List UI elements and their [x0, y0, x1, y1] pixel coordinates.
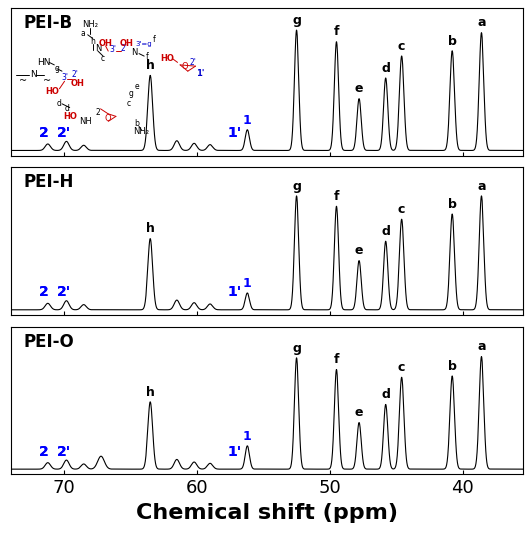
Text: N: N: [131, 48, 137, 57]
Text: c: c: [127, 99, 131, 108]
Text: 3': 3': [110, 45, 117, 54]
Text: d: d: [65, 105, 70, 113]
Text: e: e: [355, 82, 363, 95]
Text: 2': 2': [71, 71, 78, 79]
Text: 2': 2': [56, 126, 71, 140]
Text: HO: HO: [161, 54, 174, 63]
Text: 2': 2': [120, 44, 127, 53]
Text: HO: HO: [63, 112, 77, 121]
Text: 2': 2': [56, 445, 71, 459]
Text: OH: OH: [70, 79, 84, 88]
Text: O: O: [105, 114, 111, 123]
Text: b: b: [448, 34, 457, 47]
Text: 2': 2': [56, 286, 71, 300]
Text: 2: 2: [39, 286, 49, 300]
Text: d: d: [57, 99, 62, 108]
Text: e: e: [355, 244, 363, 258]
Text: NH: NH: [79, 117, 91, 126]
Text: g: g: [292, 342, 301, 355]
Text: OH: OH: [119, 39, 133, 48]
Text: 1: 1: [243, 114, 252, 127]
Text: d: d: [381, 388, 390, 401]
Text: g: g: [129, 89, 134, 98]
Text: 3': 3': [61, 73, 68, 82]
Text: 3'=g: 3'=g: [136, 40, 153, 46]
Text: PEI-B: PEI-B: [23, 14, 72, 32]
Text: 1': 1': [227, 445, 241, 459]
Text: a: a: [477, 179, 486, 192]
Text: 1': 1': [227, 126, 241, 140]
Text: 2: 2: [39, 445, 49, 459]
Text: 2: 2: [39, 126, 49, 140]
Text: 1': 1': [196, 69, 205, 78]
Text: d: d: [381, 62, 390, 75]
Text: 1': 1': [227, 126, 241, 140]
Text: 1: 1: [243, 430, 252, 443]
Text: ~: ~: [43, 76, 51, 86]
Text: e: e: [355, 406, 363, 419]
Text: g: g: [292, 179, 301, 192]
Text: 2': 2': [56, 126, 71, 140]
Text: 2': 2': [56, 445, 71, 459]
Text: f: f: [334, 353, 339, 367]
Text: b: b: [134, 120, 139, 128]
Text: PEI-H: PEI-H: [23, 174, 74, 191]
Text: O: O: [182, 61, 188, 71]
Text: 1: 1: [243, 277, 252, 290]
Text: h: h: [146, 223, 155, 236]
X-axis label: Chemical shift (ppm): Chemical shift (ppm): [136, 503, 398, 523]
Text: OH: OH: [99, 39, 112, 48]
Text: b: b: [448, 360, 457, 373]
Text: d: d: [381, 225, 390, 238]
Text: 2': 2': [190, 58, 196, 67]
Text: h: h: [90, 37, 95, 45]
Text: f: f: [145, 52, 148, 60]
Text: f: f: [153, 35, 156, 44]
Text: PEI-O: PEI-O: [23, 333, 74, 351]
Text: a: a: [477, 340, 486, 353]
Text: ~: ~: [20, 76, 27, 86]
Text: 2: 2: [39, 126, 49, 140]
Text: HO: HO: [45, 87, 59, 96]
Text: 2: 2: [39, 445, 49, 459]
Text: N: N: [95, 44, 101, 53]
Text: NH₂: NH₂: [82, 20, 98, 29]
Text: f: f: [334, 25, 339, 38]
Text: c: c: [398, 203, 406, 216]
Text: 1': 1': [227, 445, 241, 459]
Text: f: f: [334, 190, 339, 203]
Text: 2: 2: [96, 108, 100, 117]
Text: NH₂: NH₂: [134, 127, 149, 136]
Text: c: c: [101, 54, 105, 63]
Text: g: g: [54, 64, 59, 73]
Text: 2': 2': [56, 286, 71, 300]
Text: c: c: [398, 40, 406, 53]
Text: e: e: [134, 82, 139, 91]
Text: 2: 2: [39, 286, 49, 300]
Text: 1': 1': [227, 286, 241, 300]
Text: b: b: [448, 198, 457, 211]
Text: h: h: [146, 385, 155, 399]
Text: 1': 1': [227, 286, 241, 300]
Text: c: c: [398, 361, 406, 374]
Text: g: g: [292, 14, 301, 27]
Text: N: N: [31, 71, 37, 79]
Text: h: h: [146, 59, 155, 72]
Text: a: a: [477, 17, 486, 30]
Text: HN: HN: [37, 58, 51, 67]
Text: a: a: [80, 29, 85, 38]
